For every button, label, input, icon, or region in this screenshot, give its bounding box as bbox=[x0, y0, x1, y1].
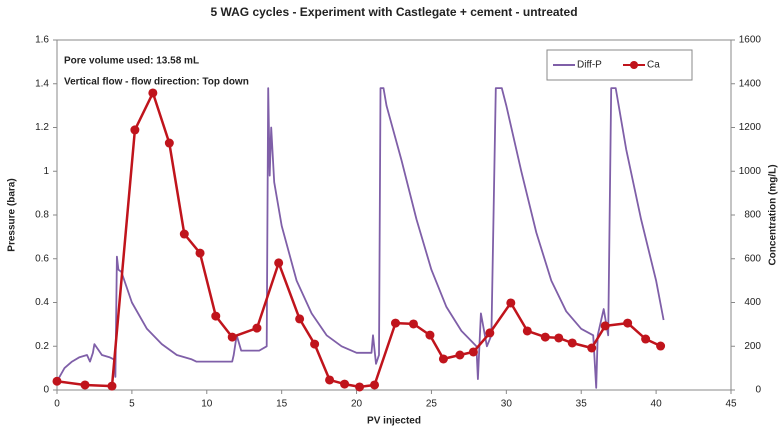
y2-tick-label: 1200 bbox=[739, 122, 762, 133]
data-point bbox=[179, 229, 189, 239]
data-point bbox=[370, 380, 380, 390]
data-point bbox=[408, 319, 418, 329]
x-tick-label: 0 bbox=[54, 399, 60, 410]
annotation: Pore volume used: 13.58 mL bbox=[64, 56, 199, 67]
data-point bbox=[485, 328, 495, 338]
data-point bbox=[522, 326, 532, 336]
data-point bbox=[211, 311, 221, 321]
y-tick-label: 0 bbox=[43, 385, 49, 396]
data-point bbox=[355, 382, 365, 392]
annotation: Vertical flow - flow direction: Top down bbox=[64, 77, 249, 88]
x-tick-label: 45 bbox=[725, 399, 737, 410]
y2-tick-label: 1600 bbox=[739, 35, 762, 46]
x-tick-label: 10 bbox=[201, 399, 213, 410]
data-point bbox=[325, 375, 335, 385]
y2-tick-label: 400 bbox=[744, 297, 761, 308]
y-tick-label: 0.2 bbox=[35, 341, 49, 352]
data-point bbox=[506, 298, 516, 308]
legend-label: Diff-P bbox=[577, 60, 602, 71]
y2-tick-label: 200 bbox=[744, 341, 761, 352]
data-point bbox=[587, 343, 597, 353]
y-tick-label: 0.8 bbox=[35, 210, 49, 221]
x-tick-label: 40 bbox=[651, 399, 663, 410]
data-point bbox=[656, 341, 666, 351]
x-tick-label: 25 bbox=[426, 399, 438, 410]
x-tick-label: 35 bbox=[576, 399, 588, 410]
legend-label: Ca bbox=[647, 60, 660, 71]
data-point bbox=[107, 381, 117, 391]
x-tick-label: 15 bbox=[276, 399, 288, 410]
data-point bbox=[641, 334, 651, 344]
data-point bbox=[80, 380, 90, 390]
y-tick-label: 1.6 bbox=[35, 35, 49, 46]
data-point bbox=[52, 376, 62, 386]
data-point bbox=[274, 258, 284, 268]
chart-title: 5 WAG cycles - Experiment with Castlegat… bbox=[210, 5, 577, 19]
data-point bbox=[195, 248, 205, 258]
plot-frame bbox=[56, 39, 732, 391]
data-point bbox=[227, 332, 237, 342]
y-tick-label: 1.2 bbox=[35, 122, 49, 133]
y-axis-label: Pressure (bara) bbox=[7, 178, 18, 251]
data-point bbox=[623, 318, 633, 328]
y2-axis-label: Concentration (mg/L) bbox=[768, 164, 779, 265]
x-tick-label: 30 bbox=[501, 399, 513, 410]
y-tick-label: 0.6 bbox=[35, 253, 49, 264]
y-tick-label: 1.4 bbox=[35, 78, 49, 89]
data-point bbox=[130, 125, 140, 135]
data-point bbox=[340, 379, 350, 389]
data-point bbox=[540, 332, 550, 342]
x-tick-label: 20 bbox=[351, 399, 363, 410]
legend-marker bbox=[630, 61, 638, 69]
data-point bbox=[425, 330, 435, 340]
y2-tick-label: 1400 bbox=[739, 78, 762, 89]
y2-tick-label: 600 bbox=[744, 253, 761, 264]
data-point bbox=[310, 339, 320, 349]
data-point bbox=[567, 338, 577, 348]
data-point bbox=[295, 314, 305, 324]
x-axis-label: PV injected bbox=[367, 416, 421, 427]
y2-tick-label: 800 bbox=[744, 210, 761, 221]
data-point bbox=[252, 323, 262, 333]
y2-tick-label: 1000 bbox=[739, 166, 762, 177]
y2-tick-label: 0 bbox=[755, 385, 761, 396]
data-point bbox=[148, 88, 158, 98]
y-tick-label: 1 bbox=[43, 166, 49, 177]
data-point bbox=[164, 138, 174, 148]
data-point bbox=[554, 333, 564, 343]
y-tick-label: 0.4 bbox=[35, 297, 49, 308]
data-point bbox=[438, 354, 448, 364]
data-point bbox=[455, 350, 465, 360]
data-point bbox=[390, 318, 400, 328]
data-point bbox=[600, 321, 610, 331]
x-tick-label: 5 bbox=[129, 399, 135, 410]
data-point bbox=[468, 347, 478, 357]
